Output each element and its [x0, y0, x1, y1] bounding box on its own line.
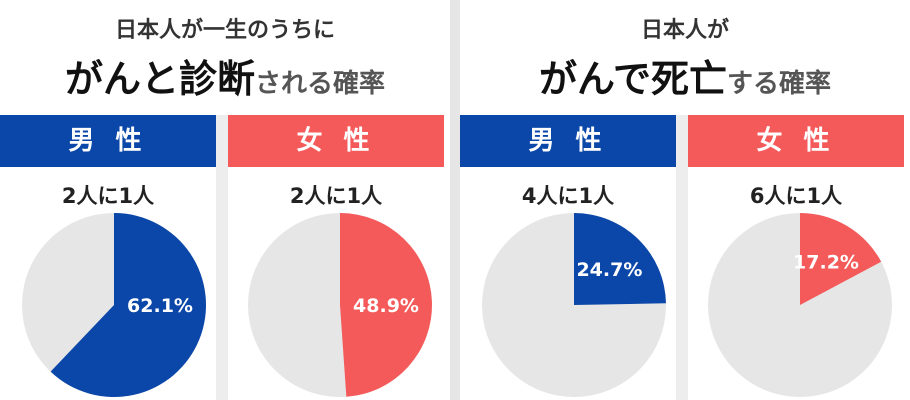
- panel-subtitle: 日本人が一生のうちに: [114, 18, 335, 43]
- pie-chart-female: 17.2%: [708, 213, 892, 397]
- ratio-text-female: 6人に1人: [749, 184, 843, 208]
- column-separator: [216, 115, 228, 400]
- pie-chart-female: 48.9%: [248, 213, 432, 397]
- panel-title-strong: がんで死亡: [538, 57, 728, 101]
- pie-slice: [340, 213, 432, 397]
- pie-slice: [800, 213, 882, 305]
- pie-chart-male: 62.1%: [22, 213, 206, 397]
- pie-value-label: 62.1%: [127, 295, 193, 317]
- panel-title: がんと診断される確率: [0, 48, 450, 103]
- gender-header-male: 男 性: [460, 115, 676, 167]
- panel-title: がんで死亡する確率: [460, 48, 910, 103]
- pie-chart-male: 24.7%: [482, 213, 666, 397]
- ratio-text-male: 2人に1人: [61, 184, 155, 208]
- pie-value-label: 48.9%: [353, 295, 419, 317]
- panel-divider: [450, 0, 460, 400]
- diagnosis-panel: 日本人が一生のうちに がんと診断される確率 男 性 女 性 2人に1人 2人に1…: [0, 0, 450, 400]
- death-panel: 日本人が がんで死亡する確率 男 性 女 性 4人に1人 6人に1人 24.7%…: [460, 0, 910, 400]
- gender-header-male: 男 性: [0, 115, 216, 167]
- pie-slice: [574, 213, 666, 305]
- panel-subtitle: 日本人が: [640, 18, 729, 43]
- gender-header-female: 女 性: [688, 115, 904, 167]
- column-separator: [676, 115, 688, 400]
- pie-slice: [50, 213, 206, 397]
- ratio-text-female: 2人に1人: [289, 184, 383, 208]
- panel-title-rest: する確率: [727, 69, 832, 99]
- ratio-text-male: 4人に1人: [521, 184, 615, 208]
- gender-header-female: 女 性: [228, 115, 444, 167]
- pie-value-label: 17.2%: [793, 252, 859, 274]
- panel-title-rest: される確率: [255, 69, 386, 99]
- pie-value-label: 24.7%: [576, 259, 642, 281]
- panel-title-strong: がんと診断: [64, 57, 255, 101]
